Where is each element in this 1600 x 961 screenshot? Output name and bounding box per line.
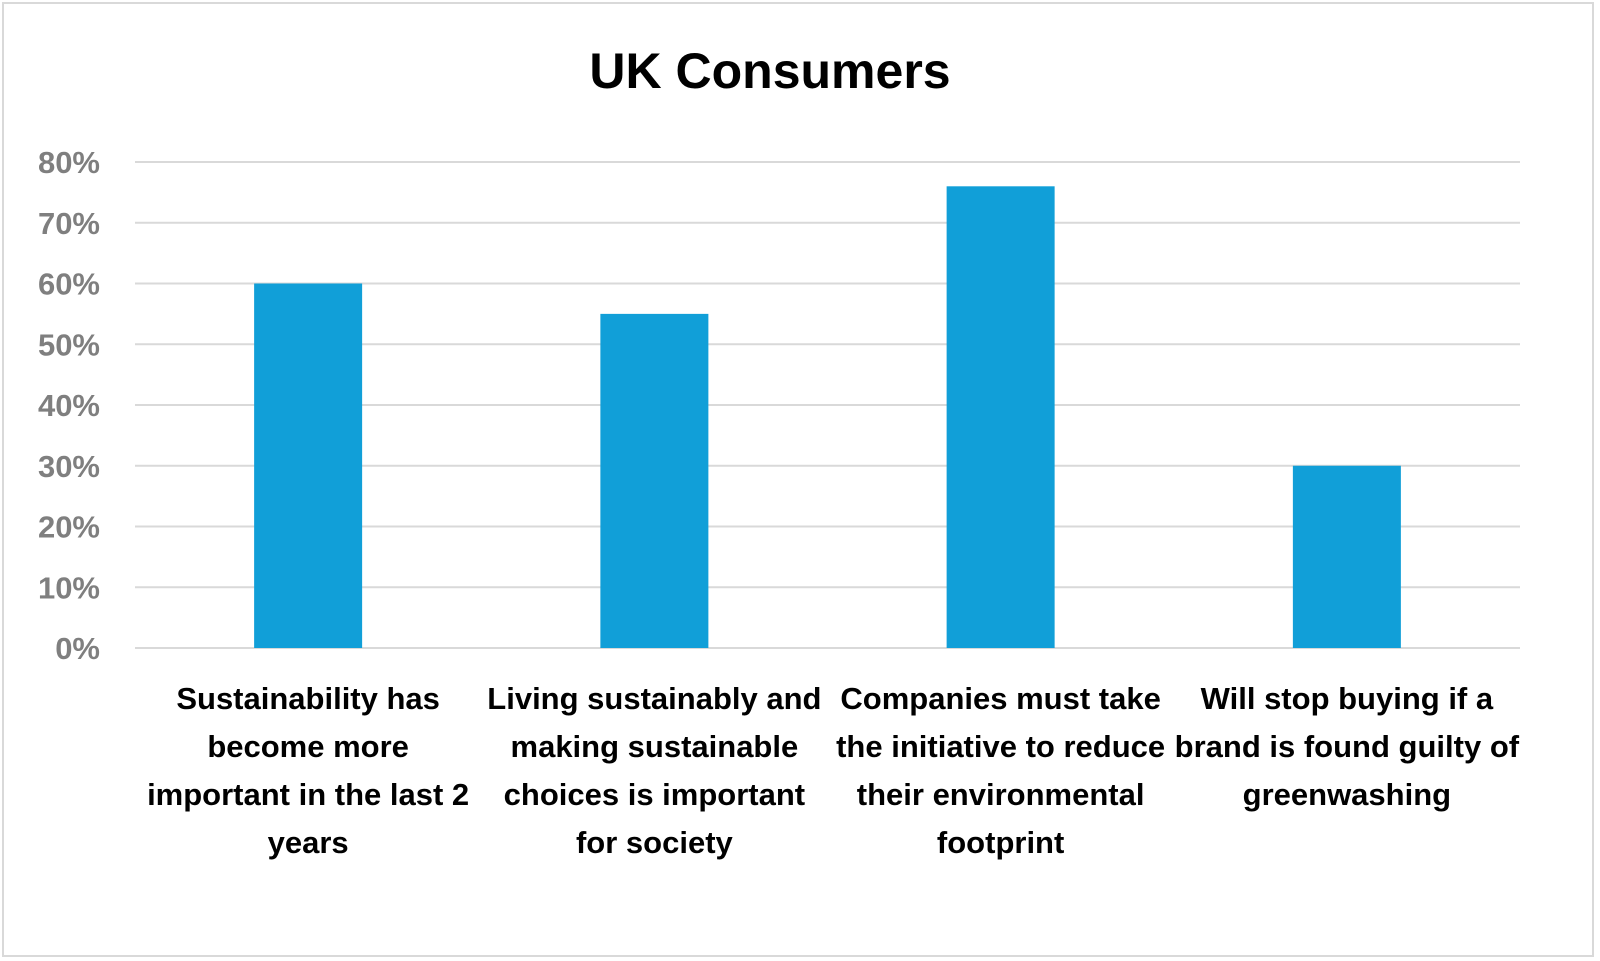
category-label: Will stop buying if a brand is found gui… [1174, 681, 1520, 812]
chart-title: UK Consumers [589, 43, 951, 99]
gridlines [135, 161, 1520, 649]
y-tick-label: 30% [38, 449, 100, 484]
y-tick-label: 20% [38, 510, 100, 545]
category-label: Sustainability has become more important… [147, 681, 470, 860]
y-tick-label: 10% [38, 570, 100, 605]
y-tick-label: 40% [38, 388, 100, 423]
y-tick-label: 80% [38, 145, 100, 180]
bars [254, 186, 1401, 649]
bar [600, 313, 709, 648]
category-label: Living sustainably and making sustainabl… [487, 681, 822, 860]
y-tick-label: 50% [38, 327, 100, 362]
bar [254, 283, 363, 648]
bar [1292, 465, 1401, 648]
y-tick-label: 0% [55, 631, 100, 666]
y-axis-tick-labels: 0% 10% 20% 30% 40% 50% 60% 70% 80% [38, 145, 100, 666]
y-tick-label: 70% [38, 206, 100, 241]
bar [946, 186, 1055, 649]
category-label: Companies must take the initiative to re… [836, 681, 1166, 860]
y-tick-label: 60% [38, 267, 100, 302]
